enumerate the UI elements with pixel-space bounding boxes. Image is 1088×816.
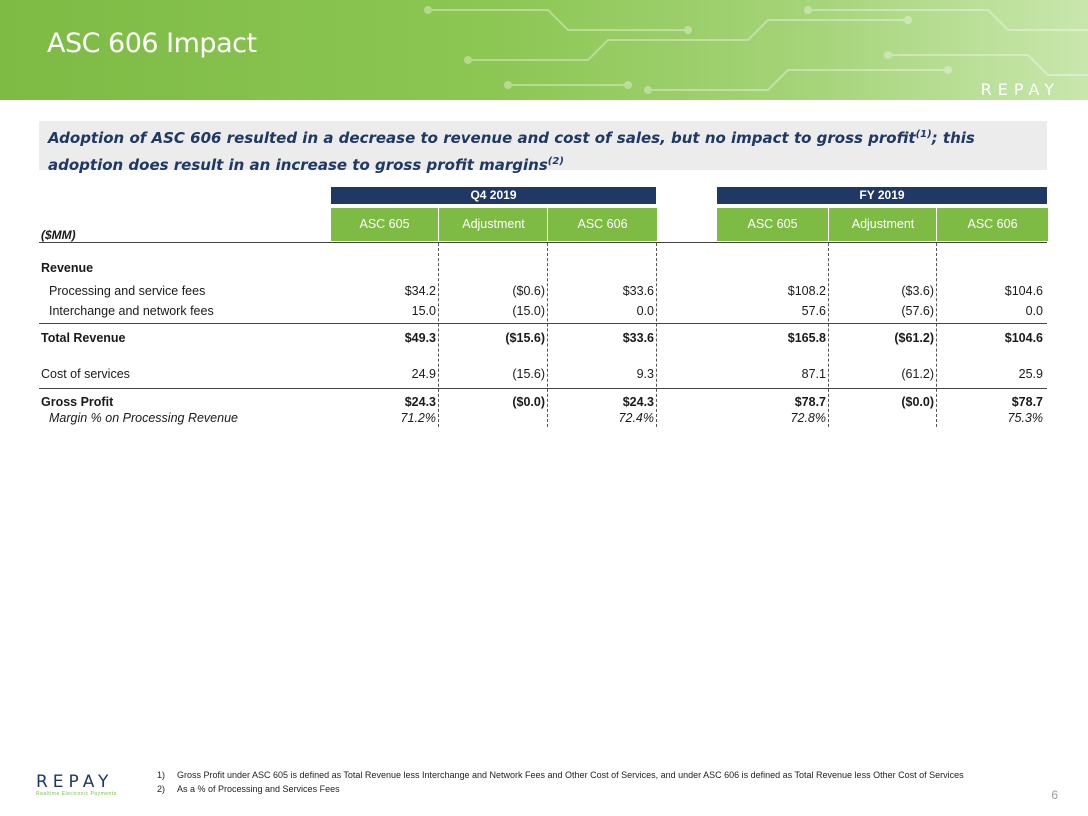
- footnote-2: 2) As a % of Processing and Services Fees: [157, 782, 964, 796]
- footer-logo-tagline: Realtime Electronic Payments: [36, 791, 117, 797]
- cell-q4-asc606: 72.4%: [618, 411, 654, 425]
- group-header-fy-2019: FY 2019: [717, 187, 1047, 204]
- cell-fy-asc606: 75.3%: [1007, 411, 1043, 425]
- cell-q4-asc606: $24.3: [622, 395, 654, 409]
- column-header-fy-adjustment: Adjustment: [828, 208, 937, 241]
- row-label: Gross Profit: [41, 395, 114, 409]
- table-row-total: Total Revenue $49.3 ($15.6) $33.6 $165.8…: [39, 329, 1047, 349]
- cell-q4-asc605: 24.9: [411, 367, 436, 381]
- row-label: Interchange and network fees: [49, 304, 214, 318]
- column-header-q4-asc606: ASC 606: [547, 208, 657, 241]
- section-header-revenue: Revenue: [39, 259, 1047, 279]
- header-banner: ASC 606 Impact REPAY: [0, 0, 1088, 100]
- cell-fy-adjustment: ($3.6): [901, 284, 934, 298]
- table-row: Processing and service fees $34.2 ($0.6)…: [39, 282, 1047, 302]
- column-separator: [936, 243, 937, 427]
- group-header-q4-2019: Q4 2019: [331, 187, 656, 204]
- subtotal-rule: [39, 388, 1047, 389]
- footnote-text: As a % of Processing and Services Fees: [177, 784, 340, 794]
- footnote-text: Gross Profit under ASC 605 is defined as…: [177, 770, 964, 780]
- key-message-callout: Adoption of ASC 606 resulted in a decrea…: [39, 121, 1047, 174]
- cell-q4-asc605: $49.3: [404, 331, 436, 345]
- table-row: Cost of services 24.9 (15.6) 9.3 87.1 (6…: [39, 365, 1047, 385]
- column-separator: [656, 243, 657, 427]
- header-rule: [39, 242, 1047, 243]
- cell-fy-adjustment: (57.6): [901, 304, 934, 318]
- cell-fy-asc606: $104.6: [1004, 284, 1043, 298]
- row-label: Cost of services: [41, 367, 130, 381]
- cell-fy-asc605: 72.8%: [790, 411, 826, 425]
- cell-fy-asc606: 0.0: [1025, 304, 1043, 318]
- footnote-number: 1): [157, 770, 166, 780]
- table-row: Interchange and network fees 15.0 (15.0)…: [39, 302, 1047, 322]
- footnotes: 1) Gross Profit under ASC 605 is defined …: [157, 768, 964, 796]
- table-row-margin: Margin % on Processing Revenue 71.2% 72.…: [39, 409, 1047, 429]
- table-row-total: Gross Profit $24.3 ($0.0) $24.3 $78.7 ($…: [39, 393, 1047, 413]
- cell-q4-adjustment: ($0.6): [512, 284, 545, 298]
- cell-fy-asc605: $165.8: [787, 331, 826, 345]
- subtotal-rule: [39, 323, 1047, 324]
- cell-fy-asc605: 57.6: [801, 304, 826, 318]
- row-label: Margin % on Processing Revenue: [49, 411, 238, 425]
- cell-fy-adjustment: ($0.0): [901, 395, 934, 409]
- callout-footnote-ref-2: (2): [547, 156, 564, 167]
- cell-fy-asc605: $78.7: [794, 395, 826, 409]
- cell-q4-asc606: $33.6: [622, 331, 654, 345]
- footnote-1: 1) Gross Profit under ASC 605 is defined …: [157, 768, 964, 782]
- column-header-fy-asc605: ASC 605: [717, 208, 828, 241]
- footnote-number: 2): [157, 784, 166, 794]
- cell-fy-asc605: 87.1: [801, 367, 826, 381]
- footer-logo-name: REPAY: [36, 772, 114, 792]
- column-separator: [828, 243, 829, 427]
- slide-title: ASC 606 Impact: [47, 28, 257, 59]
- column-separator: [438, 243, 439, 427]
- row-label: Total Revenue: [41, 331, 126, 345]
- column-header-fy-asc606: ASC 606: [936, 208, 1048, 241]
- callout-footnote-ref-1: (1): [915, 129, 932, 140]
- cell-fy-asc605: $108.2: [787, 284, 826, 298]
- cell-q4-asc605: 15.0: [411, 304, 436, 318]
- circuit-pattern-decoration: [424, 6, 1088, 94]
- callout-text-1: Adoption of ASC 606 resulted in a decrea…: [48, 129, 916, 147]
- cell-q4-adjustment: ($0.0): [512, 395, 545, 409]
- page-number: 6: [1051, 788, 1058, 802]
- cell-fy-asc606: $104.6: [1004, 331, 1043, 345]
- cell-fy-adjustment: ($61.2): [894, 331, 934, 345]
- cell-fy-adjustment: (61.2): [901, 367, 934, 381]
- cell-q4-asc606: 0.0: [636, 304, 654, 318]
- cell-fy-asc606: 25.9: [1018, 367, 1043, 381]
- cell-q4-asc605: $34.2: [404, 284, 436, 298]
- cell-q4-asc605: 71.2%: [400, 411, 436, 425]
- section-label: Revenue: [41, 261, 94, 275]
- cell-q4-asc606: 9.3: [636, 367, 654, 381]
- row-label: Processing and service fees: [49, 284, 206, 298]
- column-header-q4-adjustment: Adjustment: [438, 208, 548, 241]
- column-separator: [547, 243, 548, 427]
- callout-text-2: ; this adoption does result in an increa…: [48, 129, 975, 174]
- repay-logo-top: REPAY: [980, 80, 1060, 99]
- cell-q4-asc606: $33.6: [622, 284, 654, 298]
- cell-fy-asc606: $78.7: [1011, 395, 1043, 409]
- cell-q4-adjustment: (15.6): [512, 367, 545, 381]
- repay-logo-footer: REPAY Realtime Electronic Payments: [36, 772, 117, 797]
- cell-q4-adjustment: ($15.6): [505, 331, 545, 345]
- column-header-q4-asc605: ASC 605: [331, 208, 438, 241]
- cell-q4-adjustment: (15.0): [512, 304, 545, 318]
- cell-q4-asc605: $24.3: [404, 395, 436, 409]
- unit-label: ($MM): [41, 228, 76, 242]
